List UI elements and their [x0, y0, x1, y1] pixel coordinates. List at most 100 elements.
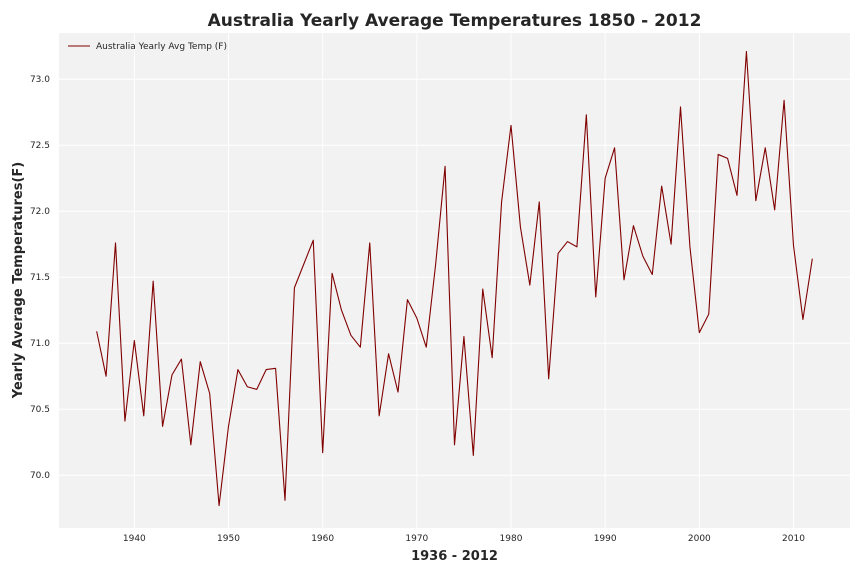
data-point	[547, 378, 549, 380]
data-point	[246, 386, 248, 388]
gridlines	[59, 33, 850, 528]
data-point	[171, 374, 173, 376]
data-point	[576, 246, 578, 248]
data-point	[218, 504, 220, 506]
data-point	[726, 157, 728, 159]
data-point	[538, 201, 540, 203]
data-point	[133, 339, 135, 341]
data-point	[152, 280, 154, 282]
series-line	[96, 50, 813, 507]
data-point	[284, 499, 286, 501]
data-point	[190, 444, 192, 446]
y-tick-label: 72.5	[30, 141, 50, 151]
data-point	[557, 252, 559, 254]
data-point	[180, 358, 182, 360]
data-point	[689, 246, 691, 248]
data-point	[340, 309, 342, 311]
data-point	[670, 243, 672, 245]
data-point	[227, 425, 229, 427]
data-point	[303, 263, 305, 265]
data-point	[199, 360, 201, 362]
tick-labels: 1940 1950 1960 1970 1980 1990 2000 2010 70.0 70.5…	[30, 75, 805, 544]
y-tick-label: 73.0	[30, 75, 50, 85]
data-point	[321, 452, 323, 454]
data-point	[472, 454, 474, 456]
data-point	[566, 240, 568, 242]
data-point	[359, 346, 361, 348]
data-point	[331, 272, 333, 274]
series-lines	[96, 50, 813, 507]
y-tick-label: 71.0	[30, 339, 50, 349]
data-point	[444, 165, 446, 167]
data-point	[764, 147, 766, 149]
plot-background	[59, 33, 850, 528]
data-point	[679, 106, 681, 108]
x-axis-label: 1936 - 2012	[411, 549, 498, 564]
data-point	[161, 425, 163, 427]
data-point	[425, 346, 427, 348]
x-tick-label: 1950	[217, 534, 240, 544]
data-point	[482, 288, 484, 290]
y-tick-label: 70.5	[30, 405, 50, 415]
data-point	[434, 263, 436, 265]
data-point	[698, 331, 700, 333]
data-point	[604, 177, 606, 179]
data-point	[387, 353, 389, 355]
data-point	[773, 209, 775, 211]
x-tick-label: 1980	[500, 534, 523, 544]
x-tick-label: 1940	[123, 534, 146, 544]
data-point	[595, 296, 597, 298]
data-point	[378, 415, 380, 417]
x-tick-label: 1990	[594, 534, 617, 544]
y-tick-label: 70.0	[30, 471, 50, 481]
data-point	[632, 225, 634, 227]
data-point	[755, 199, 757, 201]
data-point	[613, 147, 615, 149]
data-point	[95, 330, 97, 332]
data-point	[105, 375, 107, 377]
y-axis-label: Yearly Average Temperatures(F)	[11, 162, 26, 399]
y-tick-label: 71.5	[30, 273, 50, 283]
y-tick-label: 72.0	[30, 207, 50, 217]
data-point	[717, 153, 719, 155]
x-tick-label: 2000	[688, 534, 711, 544]
data-point	[510, 124, 512, 126]
data-point	[208, 392, 210, 394]
chart-title: Australia Yearly Average Temperatures 18…	[208, 11, 702, 31]
data-point	[500, 201, 502, 203]
data-point	[519, 226, 521, 228]
data-point	[369, 242, 371, 244]
data-point	[453, 444, 455, 446]
data-point	[623, 279, 625, 281]
data-point	[783, 99, 785, 101]
data-point	[792, 244, 794, 246]
data-point	[745, 50, 747, 52]
x-tick-label: 1960	[311, 534, 334, 544]
data-point	[651, 273, 653, 275]
data-point	[237, 368, 239, 370]
data-point	[293, 287, 295, 289]
data-point	[529, 284, 531, 286]
data-point	[274, 367, 276, 369]
data-point	[491, 357, 493, 359]
x-tick-label: 2010	[782, 534, 805, 544]
legend: Australia Yearly Avg Temp (F)	[68, 42, 227, 52]
data-point	[416, 317, 418, 319]
data-point	[114, 242, 116, 244]
data-point	[256, 388, 258, 390]
data-point	[124, 420, 126, 422]
data-point	[265, 368, 267, 370]
legend-label: Australia Yearly Avg Temp (F)	[96, 42, 227, 52]
data-point	[397, 391, 399, 393]
data-point	[406, 298, 408, 300]
data-point	[736, 194, 738, 196]
data-point	[642, 255, 644, 257]
data-point	[660, 185, 662, 187]
data-point	[811, 258, 813, 260]
data-point	[350, 334, 352, 336]
data-point	[802, 318, 804, 320]
data-point	[143, 415, 145, 417]
data-point	[585, 114, 587, 116]
